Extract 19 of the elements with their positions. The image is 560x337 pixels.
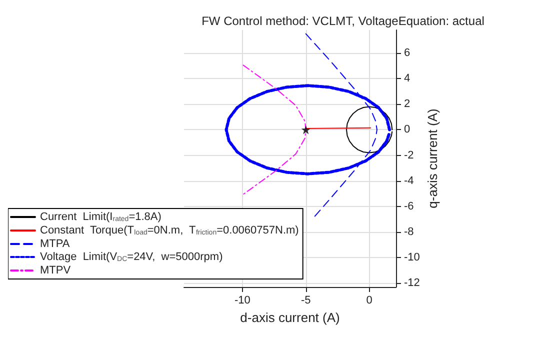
legend-label: MTPV (40, 264, 72, 276)
y-tick-label: 0 (404, 124, 410, 136)
y-tick-label: -8 (404, 226, 414, 238)
y-tick-label: 4 (404, 72, 410, 85)
y-tick-label: -2 (404, 149, 414, 162)
y-tick-label: -12 (404, 277, 420, 290)
y-tick-label: 2 (404, 98, 410, 110)
y-tick-label: -4 (404, 174, 414, 187)
y-tick-label: -6 (404, 200, 414, 212)
x-axis-title: d-axis current (A) (240, 310, 340, 325)
y-tick-label: 6 (404, 47, 410, 60)
y-axis-title: q-axis current (A) (425, 108, 440, 208)
x-tick-label: -5 (300, 294, 311, 306)
chart-title: FW Control method: VCLMT, VoltageEquation: actual (202, 14, 484, 28)
legend-label: MTPA (40, 238, 70, 250)
line-series (346, 106, 393, 154)
y-tick-label: -10 (404, 252, 420, 264)
x-tick-label: 0 (366, 294, 372, 306)
x-tick-label: -10 (234, 294, 250, 306)
